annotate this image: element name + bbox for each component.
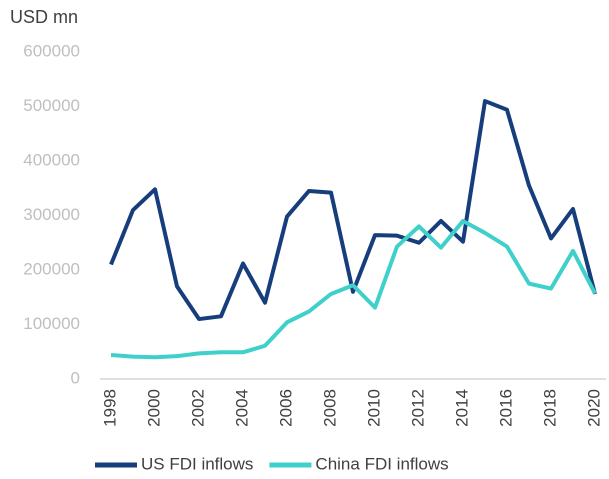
series-line	[110, 218, 597, 360]
x-tick-label: 1998	[100, 389, 119, 427]
x-tick-label: 2016	[496, 389, 515, 427]
y-tick-label: 200000	[23, 259, 80, 278]
legend-label: US FDI inflows	[141, 454, 253, 473]
y-tick-label: 400000	[23, 150, 80, 169]
series-line	[109, 99, 597, 322]
x-tick-label: 2002	[188, 389, 207, 427]
y-tick-label: 0	[71, 368, 80, 387]
y-tick-label: 100000	[23, 314, 80, 333]
chart-title: USD mn	[10, 7, 78, 27]
x-tick-label: 2000	[144, 389, 163, 427]
x-tick-label: 2020	[584, 389, 603, 427]
x-tick-label: 2010	[364, 389, 383, 427]
y-tick-label: 300000	[23, 205, 80, 224]
y-tick-label: 500000	[23, 96, 80, 115]
x-tick-label: 2004	[232, 389, 251, 427]
x-tick-label: 2008	[320, 389, 339, 427]
x-tick-label: 2006	[276, 389, 295, 427]
x-tick-label: 2014	[452, 389, 471, 427]
x-tick-label: 2012	[408, 389, 427, 427]
y-tick-label: 600000	[23, 41, 80, 60]
legend-label: China FDI inflows	[315, 454, 448, 473]
x-tick-label: 2018	[540, 389, 559, 427]
